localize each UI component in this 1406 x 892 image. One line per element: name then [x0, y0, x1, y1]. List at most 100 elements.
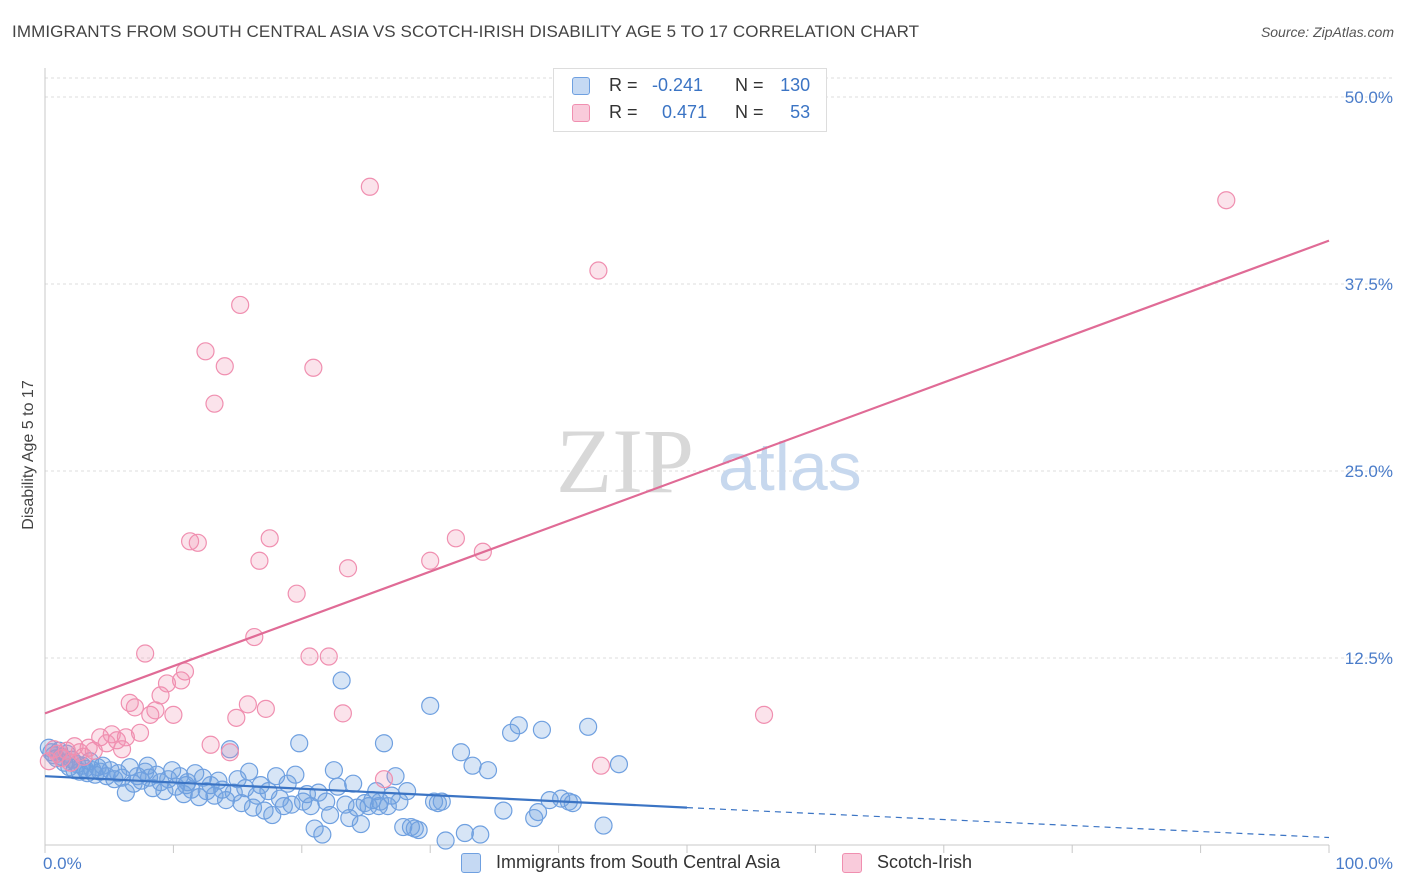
- data-point-scotch-irish: [260, 529, 279, 548]
- data-point-immigrants: [463, 756, 482, 775]
- data-point-immigrants: [421, 696, 440, 715]
- data-point-immigrants: [594, 816, 613, 835]
- legend-r-value: -0.241: [652, 75, 704, 95]
- data-point-scotch-irish: [1217, 191, 1236, 210]
- data-point-scotch-irish: [215, 357, 234, 376]
- bottom-legend-label-immigrants: Immigrants from South Central Asia: [496, 852, 781, 872]
- y-tick-label: 50.0%: [1345, 88, 1393, 107]
- data-point-scotch-irish: [421, 551, 440, 570]
- grid-lines: [45, 77, 1393, 659]
- data-point-immigrants: [609, 755, 629, 774]
- data-point-scotch-irish: [250, 551, 269, 570]
- tick-labels: 12.5% 25.0% 37.5% 50.0% 0.0% 100.0%: [43, 88, 1393, 873]
- data-point-scotch-irish: [360, 177, 379, 196]
- data-point-immigrants: [579, 717, 598, 736]
- data-point-immigrants: [317, 792, 336, 811]
- trend-lines: [44, 239, 1330, 839]
- bottom-legend-label-scotch-irish: Scotch-Irish: [877, 852, 973, 872]
- data-point-scotch-irish: [157, 674, 177, 693]
- data-point-immigrants: [177, 776, 196, 795]
- data-point-immigrants: [243, 798, 263, 817]
- legend-swatch-immigrants: [572, 77, 590, 96]
- data-point-immigrants: [501, 723, 521, 742]
- data-point-scotch-irish: [287, 584, 306, 603]
- data-point-scotch-irish: [220, 743, 239, 762]
- data-point-scotch-irish: [196, 342, 215, 361]
- data-point-immigrants: [138, 756, 157, 775]
- data-point-immigrants: [282, 795, 301, 814]
- bottom-legend-immigrants: Immigrants from South Central Asia: [461, 852, 781, 874]
- legend-row-scotch-irish: R = 0.471 N = 53: [572, 102, 810, 128]
- data-point-immigrants: [386, 767, 405, 786]
- data-point-scotch-irish: [304, 358, 323, 377]
- data-point-immigrants: [394, 817, 413, 837]
- legend-r-value: 0.471: [662, 102, 708, 122]
- watermark-atlas: atlas: [718, 429, 862, 505]
- data-point-immigrants: [471, 825, 490, 844]
- data-point-immigrants: [374, 734, 394, 753]
- data-point-scotch-irish: [74, 747, 93, 766]
- data-point-immigrants: [478, 761, 498, 780]
- data-point-scotch-irish: [300, 647, 319, 666]
- legend-n-value: 130: [780, 75, 811, 95]
- data-point-scotch-irish: [754, 705, 774, 724]
- data-point-scotch-irish: [112, 740, 132, 759]
- legend-row-immigrants: R = -0.241 N = 130: [572, 75, 810, 101]
- trend-line-immigrants-extrapolated: [686, 807, 1330, 839]
- watermark-zip: ZIP: [556, 410, 694, 512]
- data-point-scotch-irish: [205, 394, 224, 413]
- y-tick-label: 37.5%: [1345, 275, 1393, 294]
- bottom-legend-swatch-immigrants: [461, 853, 481, 874]
- data-point-immigrants: [436, 831, 455, 850]
- data-point-immigrants: [240, 762, 259, 781]
- data-point-scotch-irish: [188, 533, 207, 552]
- data-point-immigrants: [232, 794, 251, 813]
- y-tick-label: 25.0%: [1345, 462, 1393, 481]
- data-point-scotch-irish: [338, 559, 358, 578]
- legend-n-label: N =: [735, 75, 764, 95]
- data-point-scotch-irish: [180, 532, 200, 551]
- data-point-scotch-irish: [333, 704, 352, 723]
- stats-legend: R = -0.241 N = 130 R = 0.471 N = 53: [553, 68, 827, 132]
- data-point-immigrants: [409, 820, 428, 840]
- data-point-immigrants: [344, 774, 363, 793]
- y-tick-label: 12.5%: [1345, 649, 1393, 668]
- data-point-immigrants: [328, 777, 347, 796]
- trend-line-immigrants: [44, 775, 688, 809]
- data-point-scotch-irish: [130, 723, 150, 742]
- data-point-scotch-irish: [175, 662, 195, 681]
- data-point-immigrants: [320, 805, 340, 825]
- data-point-scotch-irish: [102, 725, 121, 744]
- x-tick-label: 0.0%: [43, 854, 82, 873]
- data-point-scotch-irish: [136, 644, 155, 663]
- data-point-scotch-irish: [589, 261, 608, 280]
- x-tick-label: 100.0%: [1335, 854, 1393, 873]
- chart-title: IMMIGRANTS FROM SOUTH CENTRAL ASIA VS SC…: [12, 22, 920, 41]
- data-point-scotch-irish: [446, 529, 465, 548]
- data-point-immigrants: [290, 734, 309, 753]
- data-point-scotch-irish: [231, 295, 250, 315]
- axes: [44, 68, 1330, 853]
- data-point-immigrants: [332, 671, 351, 690]
- legend-swatch-scotch-irish: [572, 104, 590, 123]
- data-point-scotch-irish: [125, 698, 144, 717]
- trend-line-scotch-irish: [44, 239, 1330, 715]
- data-point-scotch-irish: [201, 735, 220, 754]
- data-point-scotch-irish: [164, 705, 183, 724]
- data-point-immigrants: [286, 765, 305, 784]
- bottom-legend-scotch-irish: Scotch-Irish: [842, 852, 973, 874]
- data-point-scotch-irish: [319, 647, 338, 666]
- data-point-immigrants: [528, 802, 548, 822]
- data-point-scotch-irish: [238, 695, 257, 714]
- data-point-scotch-irish: [116, 728, 135, 747]
- data-point-scotch-irish: [79, 738, 98, 757]
- data-point-immigrants: [216, 791, 236, 810]
- data-point-immigrants: [324, 761, 343, 780]
- data-point-immigrants: [336, 795, 355, 814]
- data-point-immigrants: [494, 801, 513, 820]
- data-point-immigrants: [532, 720, 552, 739]
- data-point-immigrants: [313, 825, 332, 844]
- data-point-immigrants: [509, 716, 528, 735]
- bottom-legend-swatch-scotch-irish: [842, 853, 862, 874]
